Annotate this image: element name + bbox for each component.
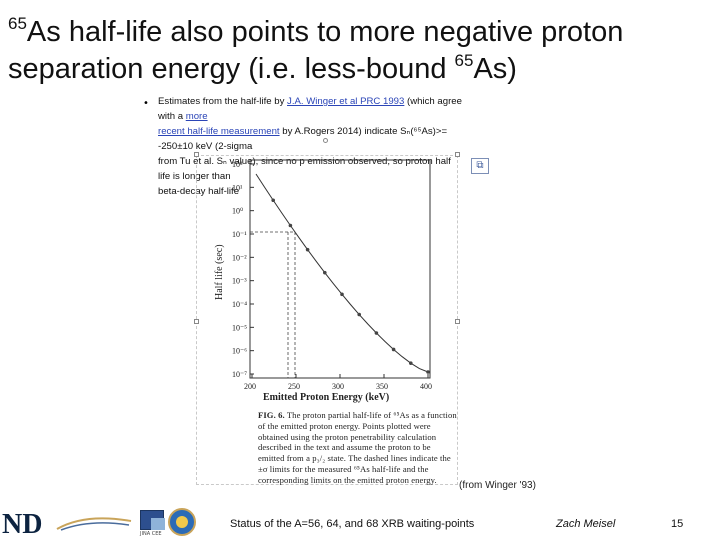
- x-tick-label: 400: [420, 382, 432, 391]
- bullet-text[interactable]: Estimates from the half-life by J.A. Win…: [158, 94, 463, 199]
- figure-source: (from Winger '93): [459, 480, 536, 491]
- curve-point: [288, 223, 293, 228]
- curve-point: [426, 370, 430, 374]
- slide-number: 15: [671, 518, 684, 530]
- y-tick-label: 10³: [232, 160, 243, 169]
- half-life-measurement-link[interactable]: recent half-life measurement: [158, 126, 280, 137]
- nsf-seal-logo: [168, 508, 196, 536]
- title-line1: As half-life also points to more negativ…: [26, 16, 624, 48]
- caption-body: The proton partial half-life of ⁶⁵As as …: [258, 410, 457, 485]
- bullet-line1-cont: (which agree with a: [158, 96, 462, 122]
- y-tick-label: 10⁻⁵: [232, 323, 247, 332]
- y-axis-label: Half life (sec): [214, 244, 225, 300]
- slide-title: 65As half-life also points to more negat…: [8, 14, 708, 88]
- curve-point: [409, 361, 413, 365]
- layout-options-icon[interactable]: ⧉: [471, 158, 489, 174]
- plot-frame: [249, 159, 431, 379]
- svg-text:ND: ND: [2, 509, 42, 539]
- title-line2-end: As): [473, 53, 517, 85]
- jina-logo-inner: [151, 518, 165, 530]
- bullet-marker: •: [143, 98, 149, 109]
- bullet-line2: by A.Rogers 2014) indicate Sₙ(⁶⁵As)>= -2…: [158, 126, 448, 152]
- curve-point: [357, 312, 361, 317]
- bullet-line4: beta-decay half-life: [158, 186, 240, 197]
- y-tick-label: 10¹: [232, 183, 243, 192]
- winger-link[interactable]: J.A. Winger et al PRC 1993: [287, 96, 405, 107]
- footer-title: Status of the A=56, 64, and 68 XRB waiti…: [230, 518, 475, 530]
- rotate-handle[interactable]: [323, 138, 328, 143]
- half-life-plot: 10³ 10¹ 10⁰ 10⁻¹ 10⁻² 10⁻³ 10⁻⁴ 10⁻⁵ 10⁻⁶ 10⁻⁷ 20…: [214, 159, 432, 403]
- curve-point: [374, 331, 379, 335]
- curve-point: [323, 270, 327, 275]
- y-tick-label: 10⁰: [232, 207, 243, 216]
- y-tick-label: 10⁻³: [232, 277, 247, 286]
- curve-point: [305, 247, 310, 252]
- half-life-curve: [255, 173, 429, 373]
- y-tick-label: 10⁻⁶: [232, 347, 247, 356]
- curve-point: [391, 347, 396, 352]
- caption-heading: FIG. 6.: [258, 410, 285, 420]
- x-tick-label: 350: [376, 382, 388, 391]
- title-superscript: 65: [8, 14, 27, 33]
- x-axis-label: Emitted Proton Energy (keV): [263, 392, 389, 403]
- curve-point: [340, 292, 344, 297]
- resize-handle-tl[interactable]: [194, 152, 199, 157]
- x-tick-label: 250: [288, 382, 300, 391]
- resize-handle-tr[interactable]: [455, 152, 460, 157]
- y-tick-label: 10⁻⁴: [232, 300, 247, 309]
- title-line2: separation energy (i.e. less-bound: [8, 53, 455, 85]
- title-superscript-2: 65: [454, 51, 474, 70]
- figure-caption: FIG. 6. The proton partial half-life of …: [258, 410, 458, 486]
- y-tick-label: 10⁻²: [232, 253, 247, 262]
- footer-author: Zach Meisel: [556, 518, 616, 530]
- y-tick-label: 10⁻¹: [232, 230, 247, 239]
- notre-dame-logo: ND: [2, 509, 42, 539]
- more-link[interactable]: more: [185, 111, 208, 122]
- accelerator-logo: [56, 517, 132, 531]
- jina-logo-label: JINA CEE: [140, 531, 162, 537]
- x-tick-label: 300: [332, 382, 344, 391]
- bullet-line3: from Tu et al. Sₙ value), since no p emi…: [158, 156, 451, 182]
- curve-point: [271, 198, 275, 203]
- bullet-line1: Estimates from the half-life by: [158, 96, 288, 107]
- resize-handle-ml[interactable]: [194, 319, 199, 324]
- x-tick-label: 200: [244, 382, 256, 391]
- y-tick-label: 10⁻⁷: [232, 370, 247, 379]
- resize-handle-mr[interactable]: [455, 319, 460, 324]
